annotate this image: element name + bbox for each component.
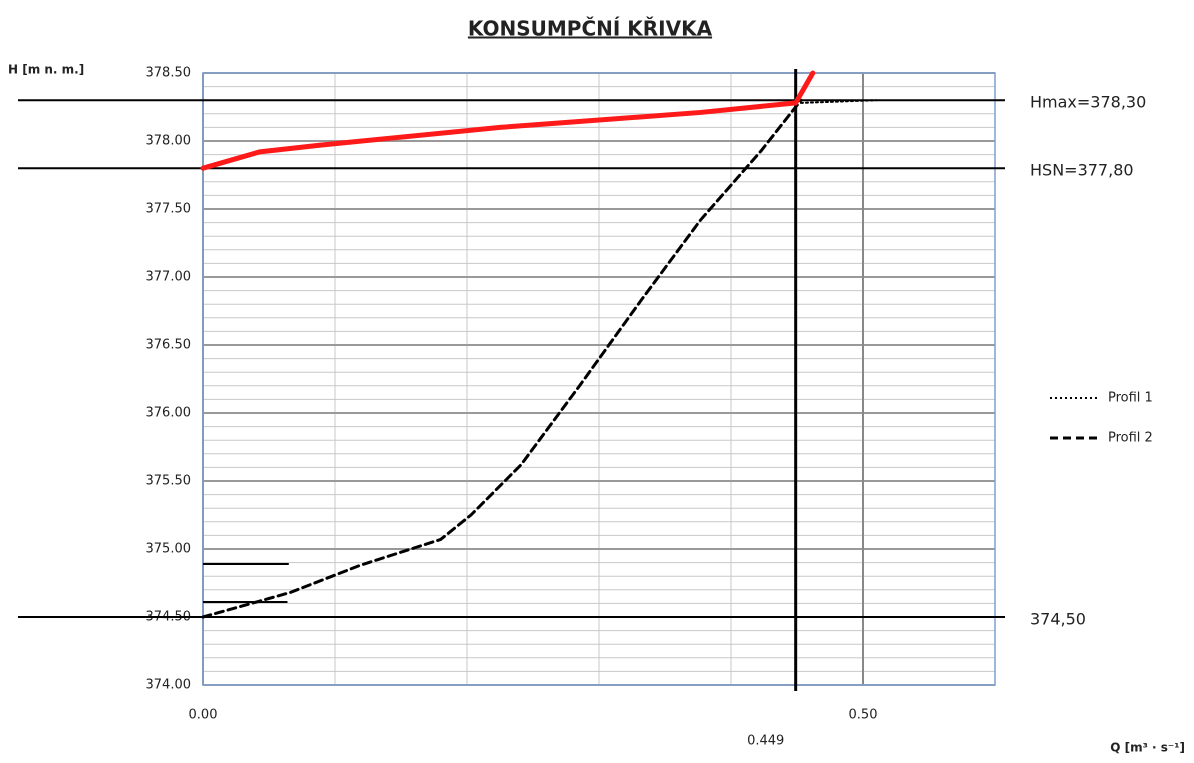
series-line [799, 99, 878, 104]
y-tick-label: 376.50 [146, 338, 192, 353]
reference-label: 0.449 [747, 734, 784, 749]
reference-label: HSN=377,80 [1030, 161, 1134, 180]
y-axis-label: H [m n. m.] [8, 63, 84, 77]
y-tick-label: 377.50 [146, 202, 192, 217]
chart-title: KONSUMPČNÍ KŘIVKA [468, 17, 713, 41]
legend-label: Profil 1 [1108, 391, 1153, 406]
reference-label: 374,50 [1030, 610, 1086, 629]
x-tick-label: 0.50 [849, 708, 878, 723]
reference-label: Hmax=378,30 [1030, 93, 1146, 112]
y-tick-label: 375.50 [146, 474, 192, 489]
series-line [201, 98, 803, 619]
x-axis-label: Q [m³ · s⁻¹] [1110, 741, 1185, 755]
x-tick-label: 0.00 [189, 708, 218, 723]
y-tick-label: 377.00 [146, 270, 192, 285]
y-tick-label: 374.00 [146, 678, 192, 693]
y-tick-label: 375.00 [146, 542, 192, 557]
series-line [200, 70, 816, 171]
legend-label: Profil 2 [1108, 431, 1153, 446]
y-tick-label: 378.00 [146, 134, 192, 149]
plot-border [202, 72, 996, 686]
y-tick-label: 378.50 [146, 66, 192, 81]
y-tick-label: 376.00 [146, 406, 192, 421]
